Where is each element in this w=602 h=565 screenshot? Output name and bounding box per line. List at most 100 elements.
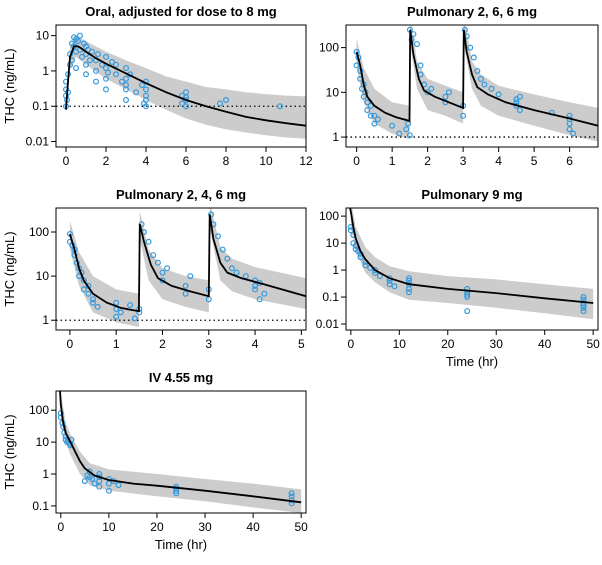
- y-tick-label: 1: [42, 64, 49, 78]
- x-tick-label: 6: [566, 154, 573, 168]
- data-point: [570, 130, 577, 137]
- prediction-band: [356, 25, 598, 142]
- data-point: [367, 102, 374, 109]
- data-point: [364, 107, 371, 114]
- x-tick-label: 0: [57, 520, 64, 534]
- x-tick-label: 5: [531, 154, 538, 168]
- data-point: [131, 315, 138, 322]
- y-tick-label: 1: [332, 130, 339, 144]
- data-point: [143, 103, 150, 110]
- data-point: [133, 89, 140, 96]
- prediction-band: [350, 208, 594, 320]
- x-tick-label: 30: [198, 520, 212, 534]
- data-point: [108, 58, 115, 65]
- data-point: [372, 267, 379, 274]
- x-tick-label: 0: [348, 337, 355, 351]
- data-point: [113, 299, 120, 306]
- data-point: [217, 100, 224, 107]
- data-point: [580, 294, 587, 301]
- data-point: [208, 211, 215, 218]
- data-point: [88, 48, 95, 55]
- data-point: [105, 487, 112, 494]
- data-point: [183, 103, 190, 110]
- chart-panel-4: 0 10 20 30 40 50 0.01 0.1 1 10 100 Pulmonary 9 mg Ti…: [316, 187, 601, 369]
- prediction-band: [60, 391, 302, 513]
- x-axis-label: Time (hr): [155, 537, 207, 552]
- data-point: [122, 75, 129, 82]
- data-point: [117, 309, 124, 316]
- data-point: [353, 62, 360, 69]
- plot-area: [56, 208, 306, 327]
- x-tick-label: 0: [63, 154, 70, 168]
- y-axis-label: THC (ng/mL): [2, 414, 17, 489]
- model-curve: [69, 214, 306, 313]
- data-point: [182, 290, 189, 297]
- data-point: [96, 478, 103, 485]
- plot-area: [347, 208, 594, 320]
- data-point: [442, 93, 449, 100]
- y-tick-label: 10: [36, 435, 50, 449]
- x-tick-label: 4: [143, 154, 150, 168]
- y-tick-label: 0.01: [26, 135, 50, 149]
- data-point: [467, 44, 474, 51]
- data-point: [182, 282, 189, 289]
- prediction-band: [66, 35, 306, 139]
- chart-panel-1: 0 2 4 6 8 10 12 0.01 0.1 1 10 Oral, adjusted for do…: [2, 4, 313, 168]
- data-point: [464, 291, 471, 298]
- chart-panel-3: 0 1 2 3 4 5 1 10 100 Pulmonary 2, 4, 6 mg THC (ng/…: [2, 187, 307, 351]
- data-point: [428, 85, 435, 92]
- y-axis-label: THC (ng/mL): [2, 231, 17, 306]
- data-point: [102, 75, 109, 82]
- y-axis-label: THC (ng/mL): [2, 48, 17, 123]
- data-point: [371, 120, 378, 127]
- data-point: [143, 86, 150, 93]
- y-tick-label: 0.1: [322, 290, 339, 304]
- data-point: [417, 62, 424, 69]
- x-tick-label: 3: [460, 154, 467, 168]
- y-tick-label: 100: [319, 41, 339, 55]
- data-point: [495, 91, 502, 98]
- data-point: [72, 65, 79, 72]
- data-point: [470, 54, 477, 61]
- data-point: [424, 89, 431, 96]
- y-tick-label: 1: [42, 467, 49, 481]
- data-point: [92, 67, 99, 74]
- data-point: [78, 53, 85, 60]
- data-point: [82, 61, 89, 68]
- data-point: [187, 273, 194, 280]
- x-tick-label: 0: [353, 154, 360, 168]
- chart-title: IV 4.55 mg: [149, 370, 213, 385]
- data-point: [143, 96, 150, 103]
- data-point: [374, 116, 381, 123]
- data-point: [150, 252, 157, 259]
- data-point: [228, 265, 235, 272]
- x-tick-label: 1: [389, 154, 396, 168]
- y-tick-label: 1: [332, 263, 339, 277]
- data-point: [89, 299, 96, 306]
- data-point: [94, 51, 101, 58]
- chart-title: Pulmonary 2, 4, 6 mg: [116, 187, 246, 202]
- data-point: [159, 269, 166, 276]
- data-point: [406, 132, 413, 139]
- x-axis-label: Time (hr): [446, 354, 498, 369]
- data-point: [82, 71, 89, 78]
- model-curve: [349, 208, 594, 304]
- x-tick-label: 20: [150, 520, 164, 534]
- data-point: [252, 286, 259, 293]
- x-tick-label: 40: [538, 337, 552, 351]
- data-point: [122, 96, 129, 103]
- chart-title: Oral, adjusted for dose to 8 mg: [85, 4, 276, 19]
- model-curve: [59, 391, 302, 504]
- x-tick-label: 10: [102, 520, 116, 534]
- y-tick-label: 100: [29, 403, 49, 417]
- data-point: [277, 103, 284, 110]
- data-point: [104, 69, 111, 76]
- x-tick-label: 2: [424, 154, 431, 168]
- x-tick-label: 10: [393, 337, 407, 351]
- data-point: [386, 281, 393, 288]
- data-point: [288, 490, 295, 497]
- plot-area: [56, 32, 306, 139]
- data-point: [233, 269, 240, 276]
- model-curve: [355, 29, 598, 127]
